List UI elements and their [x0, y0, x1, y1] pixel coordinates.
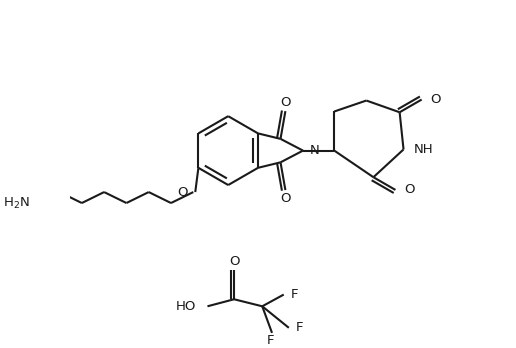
Text: O: O	[404, 183, 414, 196]
Text: O: O	[178, 185, 188, 199]
Text: HO: HO	[176, 300, 197, 313]
Text: NH: NH	[413, 143, 433, 156]
Text: O: O	[280, 96, 291, 109]
Text: N: N	[309, 144, 319, 157]
Text: F: F	[291, 288, 298, 301]
Text: F: F	[266, 334, 274, 347]
Text: H$_2$N: H$_2$N	[3, 196, 30, 211]
Text: F: F	[296, 321, 303, 334]
Text: O: O	[280, 192, 291, 205]
Text: O: O	[430, 93, 441, 106]
Text: O: O	[229, 255, 239, 268]
